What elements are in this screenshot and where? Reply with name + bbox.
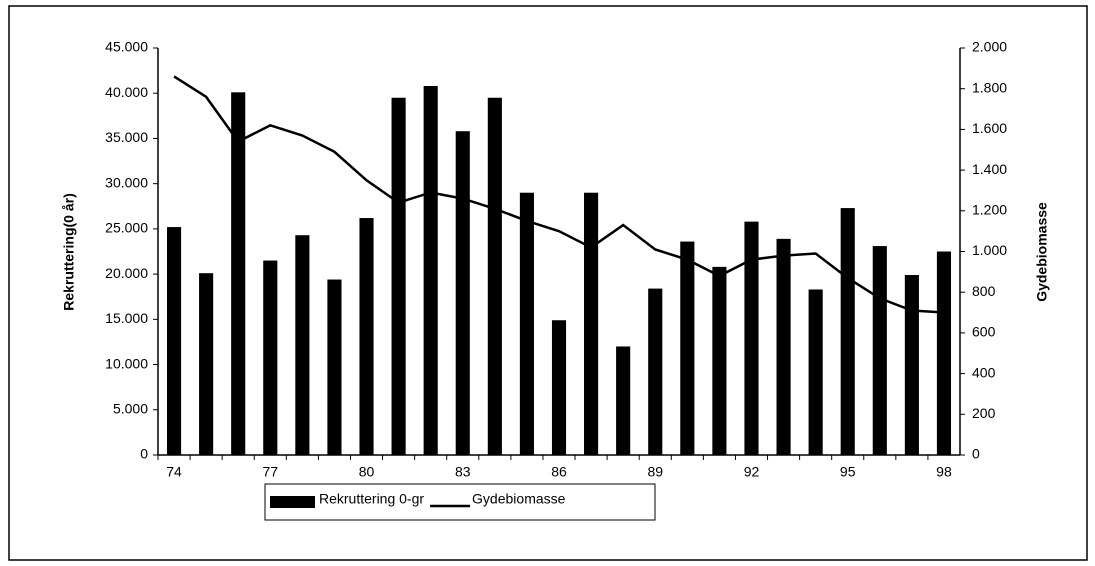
bar — [263, 260, 278, 455]
bar — [391, 97, 406, 455]
y2-axis-label: Gydebiomasse — [1034, 202, 1050, 302]
x-tick-label: 80 — [359, 464, 375, 480]
x-tick-label: 77 — [262, 464, 278, 480]
y2-tick-label: 400 — [972, 364, 996, 380]
legend-label: Gydebiomasse — [472, 491, 566, 507]
bar — [487, 97, 502, 455]
y2-tick-label: 200 — [972, 405, 996, 421]
y-tick-label: 35.000 — [105, 129, 148, 145]
bar — [904, 275, 919, 455]
y-axis-label: Rekruttering(0 år) — [61, 193, 77, 310]
bar — [712, 266, 727, 455]
bar — [808, 289, 823, 455]
bar — [776, 238, 791, 455]
x-tick-label: 98 — [936, 464, 952, 480]
y2-tick-label: 1.200 — [972, 202, 1007, 218]
bar — [680, 241, 695, 455]
x-tick-label: 86 — [551, 464, 567, 480]
y2-tick-label: 1.600 — [972, 120, 1007, 136]
bar — [423, 85, 438, 455]
y2-tick-label: 600 — [972, 324, 996, 340]
x-tick-label: 89 — [647, 464, 663, 480]
bar — [455, 131, 470, 455]
legend-swatch — [270, 496, 315, 508]
y2-tick-label: 800 — [972, 283, 996, 299]
x-tick-label: 74 — [166, 464, 182, 480]
bar — [648, 288, 663, 455]
line — [173, 75, 945, 314]
y-tick-label: 40.000 — [105, 84, 148, 100]
y2-tick-label: 0 — [972, 446, 980, 462]
y2-tick-label: 2.000 — [972, 39, 1007, 55]
bar — [840, 208, 855, 455]
bar — [584, 192, 599, 455]
y-tick-label: 15.000 — [105, 310, 148, 326]
legend-box — [264, 483, 656, 521]
bar — [936, 251, 952, 455]
legend-label: Rekruttering 0-gr — [319, 491, 424, 507]
bar — [519, 192, 534, 455]
bar — [166, 227, 182, 455]
y2-tick-label: 1.800 — [972, 79, 1007, 95]
y-tick-label: 5.000 — [113, 400, 148, 416]
bar — [199, 273, 214, 455]
y2-tick-label: 1.400 — [972, 161, 1007, 177]
y-tick-label: 10.000 — [105, 355, 148, 371]
y-tick-label: 45.000 — [105, 39, 148, 55]
x-tick-label: 83 — [455, 464, 471, 480]
bar — [551, 320, 567, 455]
x-tick-label: 92 — [744, 464, 760, 480]
bar — [231, 92, 246, 455]
y-tick-label: 30.000 — [105, 174, 148, 190]
bar — [872, 246, 887, 455]
bar — [295, 235, 310, 455]
bar — [359, 218, 374, 455]
y-tick-label: 25.000 — [105, 220, 148, 236]
bar — [327, 279, 342, 455]
y-tick-label: 20.000 — [105, 265, 148, 281]
x-tick-label: 95 — [840, 464, 856, 480]
y-tick-label: 0 — [140, 446, 148, 462]
bar — [744, 221, 759, 455]
y2-tick-label: 1.000 — [972, 242, 1007, 258]
bar — [616, 346, 631, 455]
